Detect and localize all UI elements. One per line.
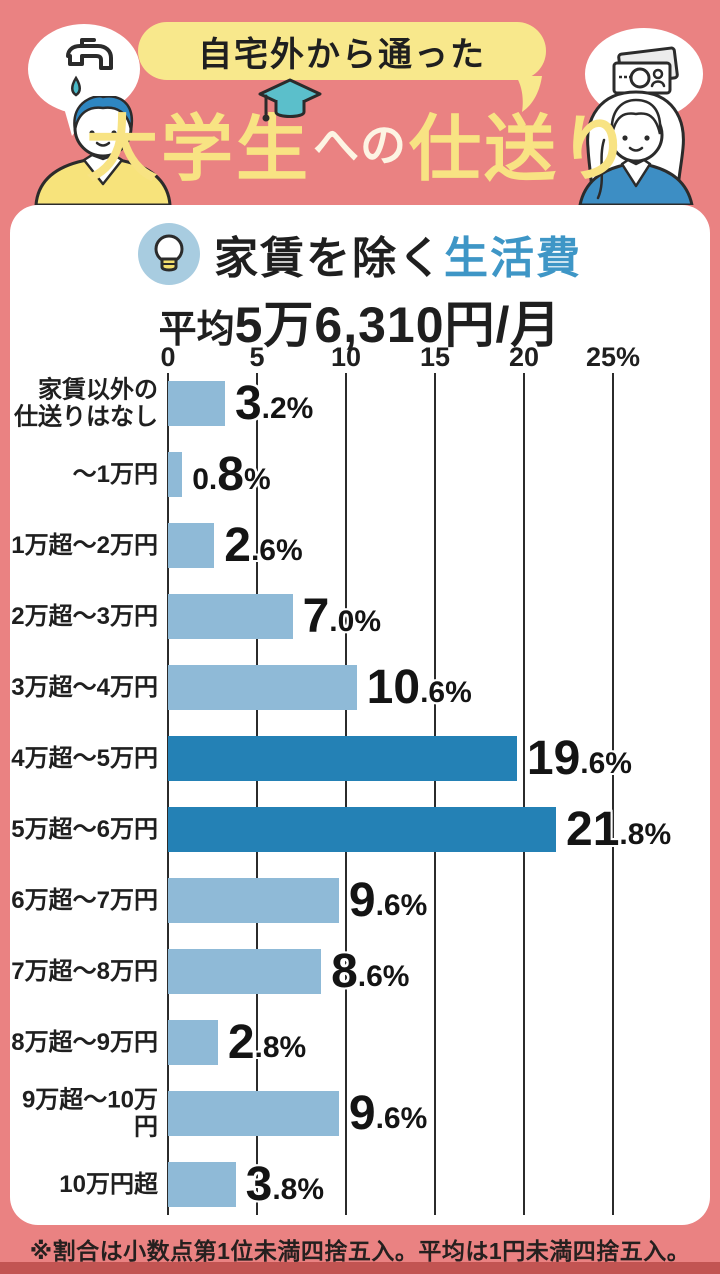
value-label-3: 7.0% <box>302 590 381 643</box>
woman-illustration <box>578 90 694 205</box>
average-value: 5万6,310円/月 <box>234 297 562 353</box>
banner-label: 自宅外から通った <box>198 35 486 74</box>
average-line: 平均 5万6,310円/月 <box>10 285 710 353</box>
category-label-4: 3万超〜4万円 <box>11 673 158 701</box>
gridline-15 <box>434 373 436 1215</box>
title-part-daigakusei: 大学生 <box>85 109 311 190</box>
card-title-dark: 家賃を除く <box>214 234 444 283</box>
bar-2 <box>168 523 215 568</box>
value-label-4: 10.6% <box>366 661 472 714</box>
lightbulb-icon <box>138 223 200 285</box>
category-label-1: 〜1万円 <box>72 460 158 488</box>
x-axis-tick-4: 20 <box>508 342 540 372</box>
speech-bubble-left <box>28 24 140 114</box>
x-axis-tick-0: 0 <box>160 342 176 372</box>
category-label-2: 1万超〜2万円 <box>11 531 158 559</box>
banner-tail <box>482 76 542 112</box>
x-axis-tick-2: 10 <box>330 342 362 372</box>
value-label-11: 3.8% <box>245 1158 325 1211</box>
bar-11 <box>168 1162 236 1207</box>
bar-0 <box>168 381 225 426</box>
bar-7 <box>168 878 339 923</box>
card-title: 家賃を除く生活費 <box>214 222 582 286</box>
bar-8 <box>168 949 322 994</box>
gridline-0 <box>167 373 169 1215</box>
faucet-icon <box>66 38 113 97</box>
average-prefix: 平均 <box>158 309 235 351</box>
graduation-cap-icon <box>258 78 322 122</box>
value-label-7: 9.6% <box>348 874 428 927</box>
gridline-5 <box>256 373 258 1215</box>
bar-9 <box>168 1020 218 1065</box>
value-label-1: 0. 8% <box>192 448 271 501</box>
banknote-icon <box>612 46 679 95</box>
bar-6 <box>168 807 557 852</box>
bottom-accent-strip <box>0 1262 720 1274</box>
category-label-5: 4万超〜5万円 <box>11 744 158 772</box>
title-part-heno: への <box>313 119 407 171</box>
man-illustration <box>34 96 172 205</box>
page-title: 大学生 への 仕送り <box>0 92 720 192</box>
value-label-6: 21.8% <box>566 803 672 856</box>
x-axis-tick-1: 5 <box>249 342 265 372</box>
bar-3 <box>168 594 293 639</box>
gridline-10 <box>345 373 347 1215</box>
value-label-2: 2.6% <box>224 519 303 572</box>
category-label-6: 5万超〜6万円 <box>11 815 158 843</box>
category-label-3: 2万超〜3万円 <box>11 602 158 630</box>
title-part-shiokuri: 仕送り <box>409 109 635 190</box>
category-label-8: 7万超〜8万円 <box>11 957 158 985</box>
footnote: ※割合は小数点第1位未満四捨五入。平均は1円未満四捨五入。 <box>29 1238 691 1264</box>
value-label-10: 9.6% <box>348 1087 428 1140</box>
category-label-0: 家賃以外の 仕送りはなし <box>14 375 158 431</box>
bar-1 <box>168 452 183 497</box>
value-label-5: 19.6% <box>526 732 632 785</box>
value-label-8: 8.6% <box>331 945 410 998</box>
chart-card: 家賃を除く生活費 平均 5万6,310円/月 0 5 10 15 20 25% 家賃以外の … <box>10 205 710 1225</box>
card-header: 家賃を除く生活費 <box>10 221 710 287</box>
bar-5 <box>168 736 517 781</box>
gridline-20 <box>523 373 525 1215</box>
x-axis-tick-3: 15 <box>419 342 451 372</box>
value-label-0: 3.2% <box>234 377 314 430</box>
chart-area: 0 5 10 15 20 25% 家賃以外の 仕送りはなし 3.2% 〜1万円 0. 8% 1万超〜2… <box>10 343 710 1215</box>
x-axis-tick-5: 25% <box>585 342 641 372</box>
card-title-blue: 生活費 <box>444 234 582 283</box>
bar-4 <box>168 665 357 710</box>
category-label-10: 9万超〜10万円 <box>21 1085 158 1141</box>
category-label-11: 10万円超 <box>59 1170 158 1198</box>
header-banner: 自宅外から通った <box>138 22 546 80</box>
category-label-7: 6万超〜7万円 <box>11 886 158 914</box>
gridline-25 <box>612 373 614 1215</box>
bar-10 <box>168 1091 339 1136</box>
category-label-9: 8万超〜9万円 <box>11 1028 158 1056</box>
value-label-9: 2.8% <box>227 1016 307 1069</box>
